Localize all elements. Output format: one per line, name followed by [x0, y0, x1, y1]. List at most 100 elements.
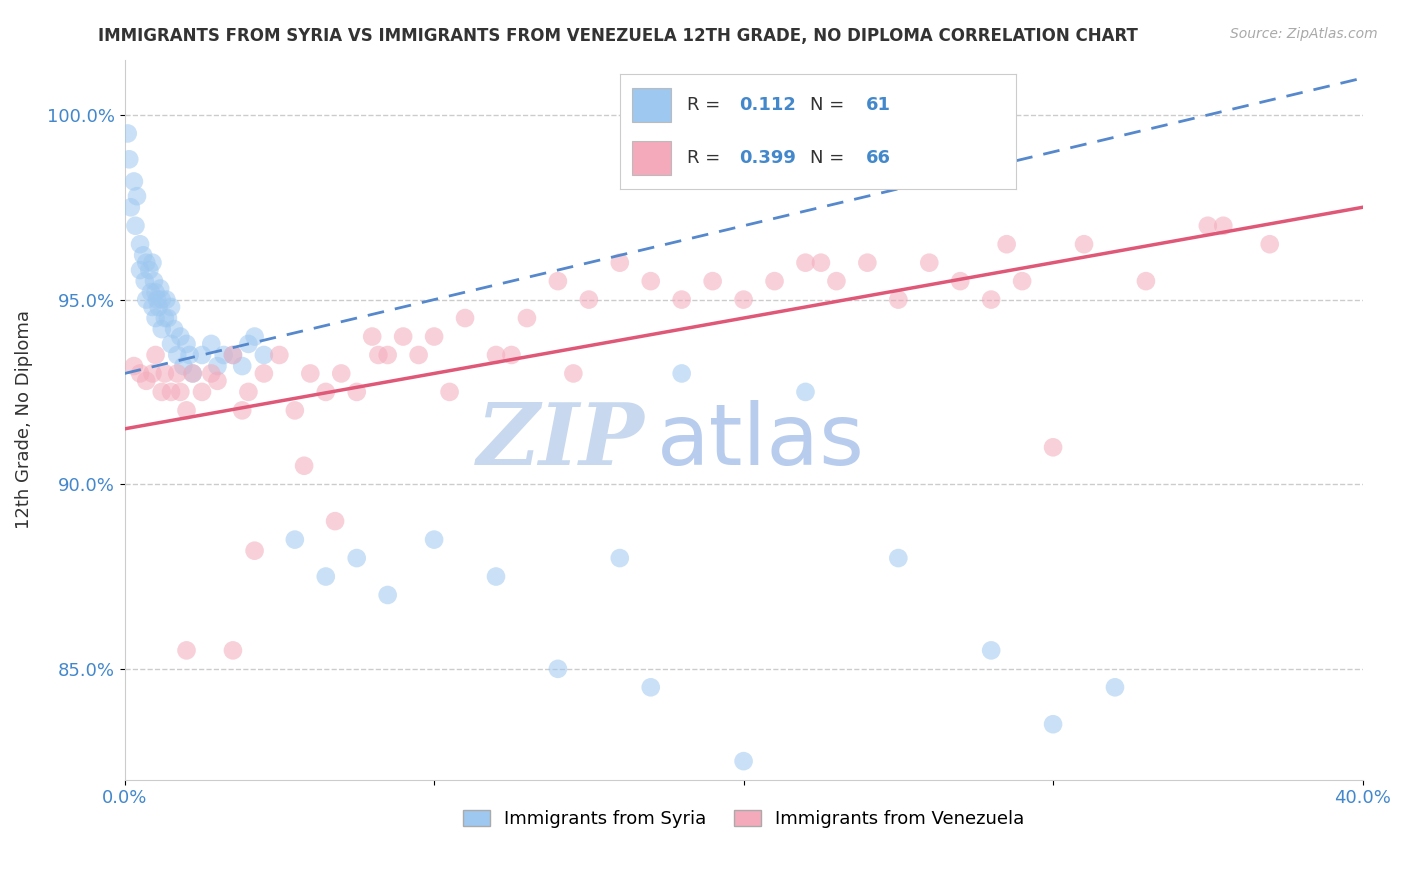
Point	[181, 367, 204, 381]
Point	[292, 458, 315, 473]
Point	[124, 219, 146, 233]
Point	[156, 311, 179, 326]
Point	[640, 274, 662, 288]
Point	[810, 255, 832, 269]
Point	[392, 329, 415, 343]
Point	[231, 359, 253, 373]
Point	[315, 569, 337, 583]
Point	[146, 293, 169, 307]
Point	[367, 348, 389, 362]
Point	[454, 311, 477, 326]
Point	[702, 274, 724, 288]
Point	[562, 367, 585, 381]
Point	[253, 367, 276, 381]
Point	[191, 348, 214, 362]
Point	[284, 533, 307, 547]
Point	[609, 551, 631, 566]
Point	[135, 374, 157, 388]
Text: ZIP: ZIP	[477, 400, 644, 483]
Point	[200, 337, 222, 351]
Point	[129, 367, 152, 381]
Point	[132, 248, 155, 262]
Point	[284, 403, 307, 417]
Point	[377, 348, 399, 362]
Point	[856, 255, 879, 269]
Point	[207, 359, 229, 373]
Point	[1073, 237, 1095, 252]
Y-axis label: 12th Grade, No Diploma: 12th Grade, No Diploma	[15, 310, 32, 529]
Point	[1212, 219, 1234, 233]
Point	[163, 322, 186, 336]
Point	[222, 643, 245, 657]
Point	[160, 337, 183, 351]
Point	[1135, 274, 1157, 288]
Point	[145, 311, 167, 326]
Point	[423, 329, 446, 343]
Point	[578, 293, 600, 307]
Point	[160, 384, 183, 399]
Point	[176, 643, 198, 657]
Point	[166, 367, 188, 381]
Point	[125, 189, 148, 203]
Point	[547, 662, 569, 676]
Point	[980, 293, 1002, 307]
Point	[995, 237, 1018, 252]
Point	[129, 237, 152, 252]
Point	[346, 384, 368, 399]
Point	[176, 403, 198, 417]
Point	[148, 300, 170, 314]
Point	[191, 384, 214, 399]
Text: IMMIGRANTS FROM SYRIA VS IMMIGRANTS FROM VENEZUELA 12TH GRADE, NO DIPLOMA CORREL: IMMIGRANTS FROM SYRIA VS IMMIGRANTS FROM…	[98, 27, 1139, 45]
Point	[135, 293, 157, 307]
Point	[238, 384, 260, 399]
Point	[949, 274, 972, 288]
Point	[1011, 274, 1033, 288]
Point	[763, 274, 786, 288]
Point	[887, 293, 910, 307]
Point	[733, 293, 755, 307]
Point	[134, 274, 156, 288]
Point	[160, 300, 183, 314]
Point	[150, 293, 173, 307]
Point	[330, 367, 353, 381]
Point	[269, 348, 291, 362]
Point	[671, 367, 693, 381]
Point	[169, 329, 191, 343]
Point	[222, 348, 245, 362]
Point	[377, 588, 399, 602]
Point	[918, 255, 941, 269]
Point	[794, 255, 817, 269]
Text: Source: ZipAtlas.com: Source: ZipAtlas.com	[1230, 27, 1378, 41]
Point	[155, 293, 177, 307]
Point	[516, 311, 538, 326]
Point	[117, 127, 139, 141]
Point	[887, 551, 910, 566]
Point	[150, 384, 173, 399]
Point	[671, 293, 693, 307]
Point	[501, 348, 523, 362]
Point	[1197, 219, 1219, 233]
Point	[122, 359, 145, 373]
Point	[238, 337, 260, 351]
Point	[243, 543, 266, 558]
Point	[733, 754, 755, 768]
Point	[149, 281, 172, 295]
Point	[153, 311, 176, 326]
Point	[212, 348, 235, 362]
Point	[207, 374, 229, 388]
Point	[485, 348, 508, 362]
Point	[361, 329, 384, 343]
Point	[640, 681, 662, 695]
Point	[145, 285, 167, 300]
Point	[346, 551, 368, 566]
Legend: Immigrants from Syria, Immigrants from Venezuela: Immigrants from Syria, Immigrants from V…	[456, 803, 1032, 836]
Point	[122, 174, 145, 188]
Point	[141, 300, 163, 314]
Point	[138, 263, 160, 277]
Point	[408, 348, 430, 362]
Point	[143, 274, 166, 288]
Point	[253, 348, 276, 362]
Point	[439, 384, 461, 399]
Point	[176, 337, 198, 351]
Point	[200, 367, 222, 381]
